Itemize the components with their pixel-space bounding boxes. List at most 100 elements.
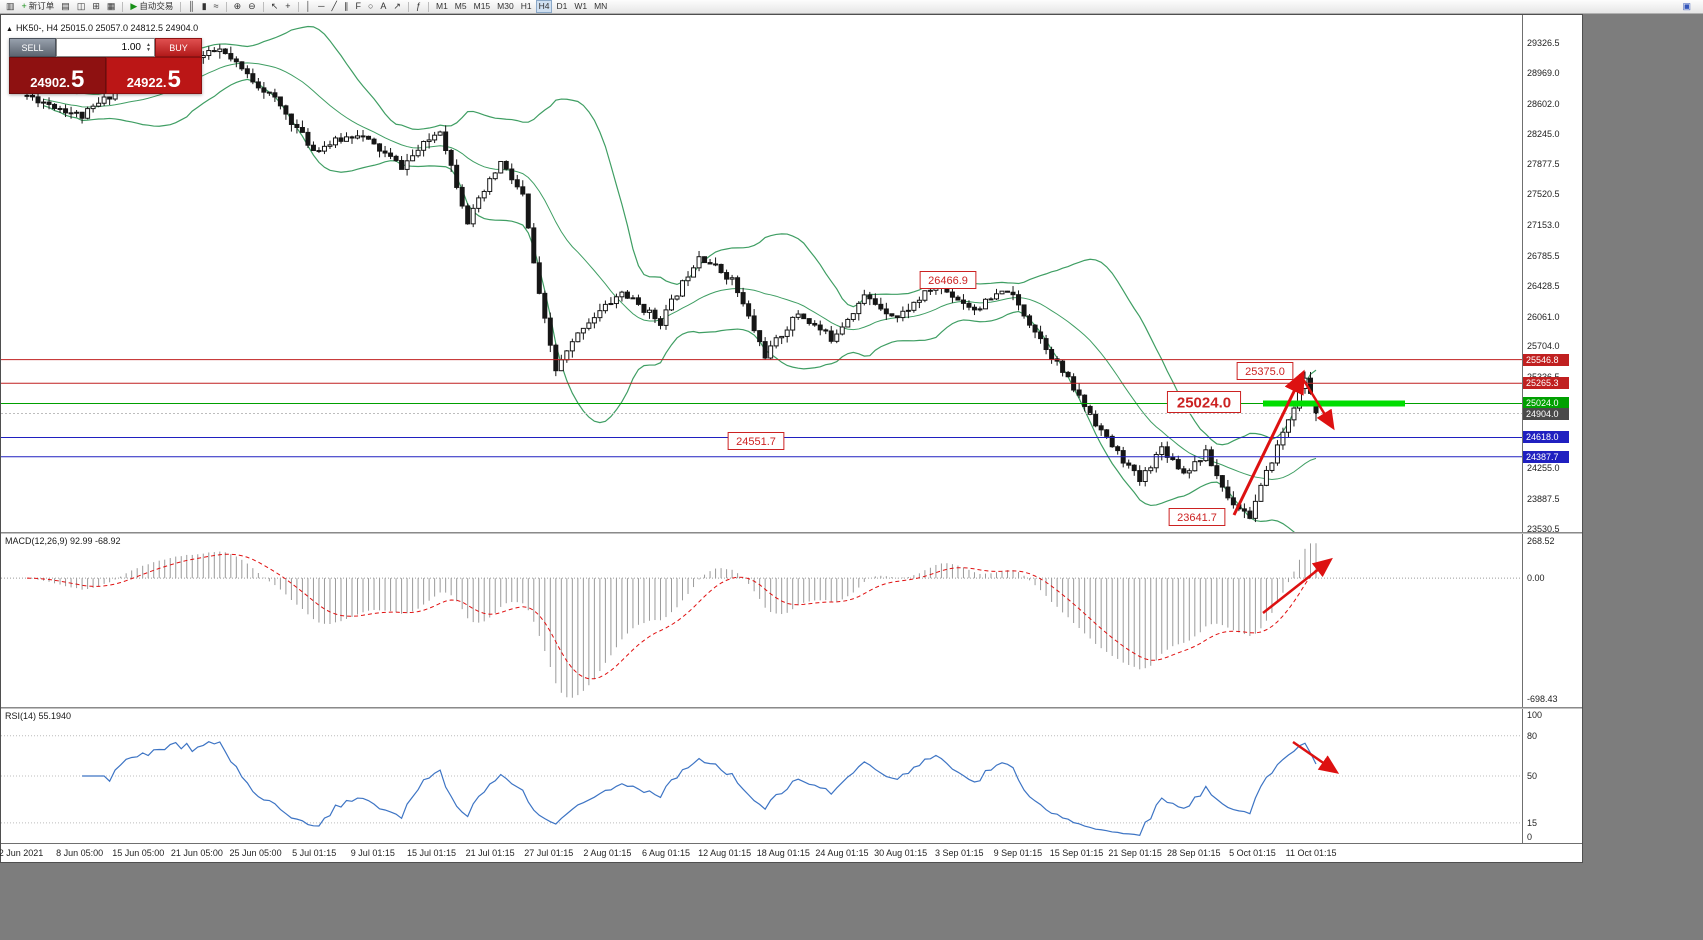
line-chart[interactable]: ≈: [211, 0, 222, 13]
horizontal-line[interactable]: ─: [315, 0, 327, 13]
volume-value: 1.00: [121, 42, 141, 53]
shapes[interactable]: ○: [365, 0, 376, 13]
trendline-icon: ╱: [331, 1, 337, 11]
candle-chart-icon: ▮: [201, 1, 207, 11]
tf-m1[interactable]: M1: [433, 0, 451, 13]
bar-chart[interactable]: ║: [185, 0, 197, 13]
price-chart[interactable]: 26466.9 25375.0 25024.0 24551.7 23641.7: [1, 15, 1522, 532]
volume-input[interactable]: 1.00 ▲ ▼: [56, 38, 155, 57]
dock-icon[interactable]: ▣: [1679, 0, 1694, 13]
toolbar-separator: [225, 1, 227, 12]
market-watch[interactable]: ▤: [58, 0, 73, 13]
tf-m5[interactable]: M5: [452, 0, 470, 13]
indicators-icon: ƒ: [415, 1, 421, 11]
autotrading[interactable]: ▶ 自动交易: [127, 0, 176, 13]
channel-icon: ∥: [343, 1, 349, 11]
navigator-icon: ⊞: [92, 1, 100, 11]
rsi-arrow[interactable]: [1292, 740, 1340, 774]
time-axis-label: 11 Oct 01:15: [1285, 848, 1337, 858]
volume-spinner[interactable]: ▲ ▼: [144, 43, 153, 52]
buy-price[interactable]: 24922. 5: [105, 57, 202, 94]
channel[interactable]: ∥: [341, 0, 352, 13]
rsi-pane[interactable]: 100 80 50 15 0 RSI(14) 55.1940: [1, 709, 1582, 843]
navigator[interactable]: ⊞: [89, 0, 103, 13]
candlesticks: [24, 44, 1319, 523]
tf-h1[interactable]: H1: [518, 0, 535, 13]
arrow-tool[interactable]: ↗: [390, 0, 404, 13]
pane-splitter[interactable]: [1, 707, 1582, 709]
terminal[interactable]: ▦: [104, 0, 119, 13]
time-axis-label: 18 Aug 01:15: [756, 848, 810, 858]
trend-arrow[interactable]: [1301, 378, 1335, 431]
tf-m15[interactable]: M15: [471, 0, 494, 13]
price-axis-label: 28245.0: [1527, 128, 1560, 139]
svg-text:24551.7: 24551.7: [736, 436, 776, 448]
tf-h4[interactable]: H4: [535, 0, 553, 13]
price-axis-label: 29326.5: [1527, 37, 1560, 48]
indicators[interactable]: ƒ: [413, 0, 424, 13]
new-order[interactable]: + 新订单: [19, 0, 58, 13]
data-window[interactable]: ◫: [74, 0, 89, 13]
time-axis-label: 15 Jun 05:00: [112, 848, 165, 858]
spinner-down-icon[interactable]: ▼: [146, 46, 151, 53]
symbol-ohlc-line: ▲ HK50-, H4 25015.0 25057.0 24812.5 24904…: [6, 23, 198, 33]
time-axis-label: 21 Jul 01:15: [465, 848, 515, 858]
buy-price-main: 24922.: [126, 75, 167, 91]
spinner-up-icon[interactable]: ▲: [146, 41, 151, 48]
rsi-axis-label: 50: [1527, 771, 1538, 781]
rsi-label: RSI(14) 55.1940: [5, 711, 72, 721]
axis-price-tag: 25265.3: [1523, 377, 1569, 390]
buy-button[interactable]: BUY: [155, 38, 202, 57]
rsi-chart: [1, 735, 1522, 836]
tf-d1[interactable]: D1: [553, 0, 570, 13]
trend-arrow[interactable]: [1232, 369, 1305, 516]
fibonacci[interactable]: F: [352, 0, 364, 13]
tf-mn[interactable]: MN: [591, 0, 610, 13]
cursor-icon: ↖: [270, 1, 279, 11]
zoom-out-icon: ⊖: [248, 1, 256, 11]
macd-arrow[interactable]: [1262, 557, 1333, 614]
collapse-arrow-icon[interactable]: ▲: [6, 26, 13, 33]
zoom-out[interactable]: ⊖: [245, 0, 259, 13]
chart-window: 26466.9 25375.0 25024.0 24551.7 23641.7 2932…: [0, 14, 1583, 863]
axis-price-tag: 25024.0: [1523, 397, 1569, 410]
crosshair[interactable]: +: [282, 0, 293, 13]
macd-axis: 268.52 0.00 -698.43: [1522, 534, 1582, 707]
pane-splitter[interactable]: [1, 532, 1582, 534]
price-annotations[interactable]: 26466.9 25375.0 25024.0 24551.7 23641.7: [727, 271, 1294, 526]
tf-m30[interactable]: M30: [494, 0, 517, 13]
price-axis-label: 26428.5: [1527, 280, 1560, 291]
zoom-in[interactable]: ⊕: [231, 0, 245, 13]
text-tool[interactable]: A: [377, 0, 389, 13]
market-watch-icon: ▤: [61, 1, 70, 11]
macd-pane[interactable]: 268.52 0.00 -698.43 MACD(12,26,9) 92.99 -6…: [1, 534, 1582, 707]
tf-w1[interactable]: W1: [571, 0, 590, 13]
toolbar-separator: [427, 1, 429, 12]
price-axis-label: 27877.5: [1527, 159, 1560, 170]
time-axis[interactable]: 2 Jun 2021 8 Jun 05:00 15 Jun 05:00 21 Jun …: [0, 843, 1582, 862]
time-axis-label: 9 Jul 01:15: [350, 848, 395, 858]
bid-price-tag: 24904.0: [1523, 407, 1569, 420]
text-tool-icon: A: [380, 1, 387, 11]
cursor[interactable]: ↖: [268, 0, 282, 13]
candle-chart[interactable]: ▮: [199, 0, 210, 13]
data-window-icon: ◫: [76, 1, 86, 11]
price-axis-label: 25704.0: [1527, 341, 1560, 352]
price-axis-label: 23887.5: [1527, 493, 1560, 504]
trendline[interactable]: ╱: [329, 0, 340, 13]
main-chart-pane[interactable]: 26466.9 25375.0 25024.0 24551.7 23641.7 2932…: [1, 15, 1582, 534]
price-axis-label: 28969.0: [1527, 67, 1560, 78]
time-axis-label: 8 Jun 05:00: [56, 848, 104, 858]
bar-chart-icon: ║: [188, 1, 195, 11]
tf-m30-label: M30: [497, 1, 514, 12]
sell-price[interactable]: 24902. 5: [9, 57, 106, 94]
sell-button[interactable]: SELL: [9, 38, 56, 57]
toolbar-separator: [262, 1, 264, 12]
new-chart[interactable]: ▥: [3, 0, 18, 13]
time-axis-label: 30 Aug 01:15: [874, 848, 928, 858]
time-axis-label: 2 Aug 01:15: [583, 848, 632, 858]
time-axis-label: 15 Jul 01:15: [406, 848, 456, 858]
vertical-line[interactable]: │: [303, 0, 315, 13]
price-axis[interactable]: 29326.5 28969.0 28602.0 28245.0 27877.5 27520…: [1522, 15, 1582, 534]
price-axis-label: 26785.5: [1527, 250, 1560, 261]
